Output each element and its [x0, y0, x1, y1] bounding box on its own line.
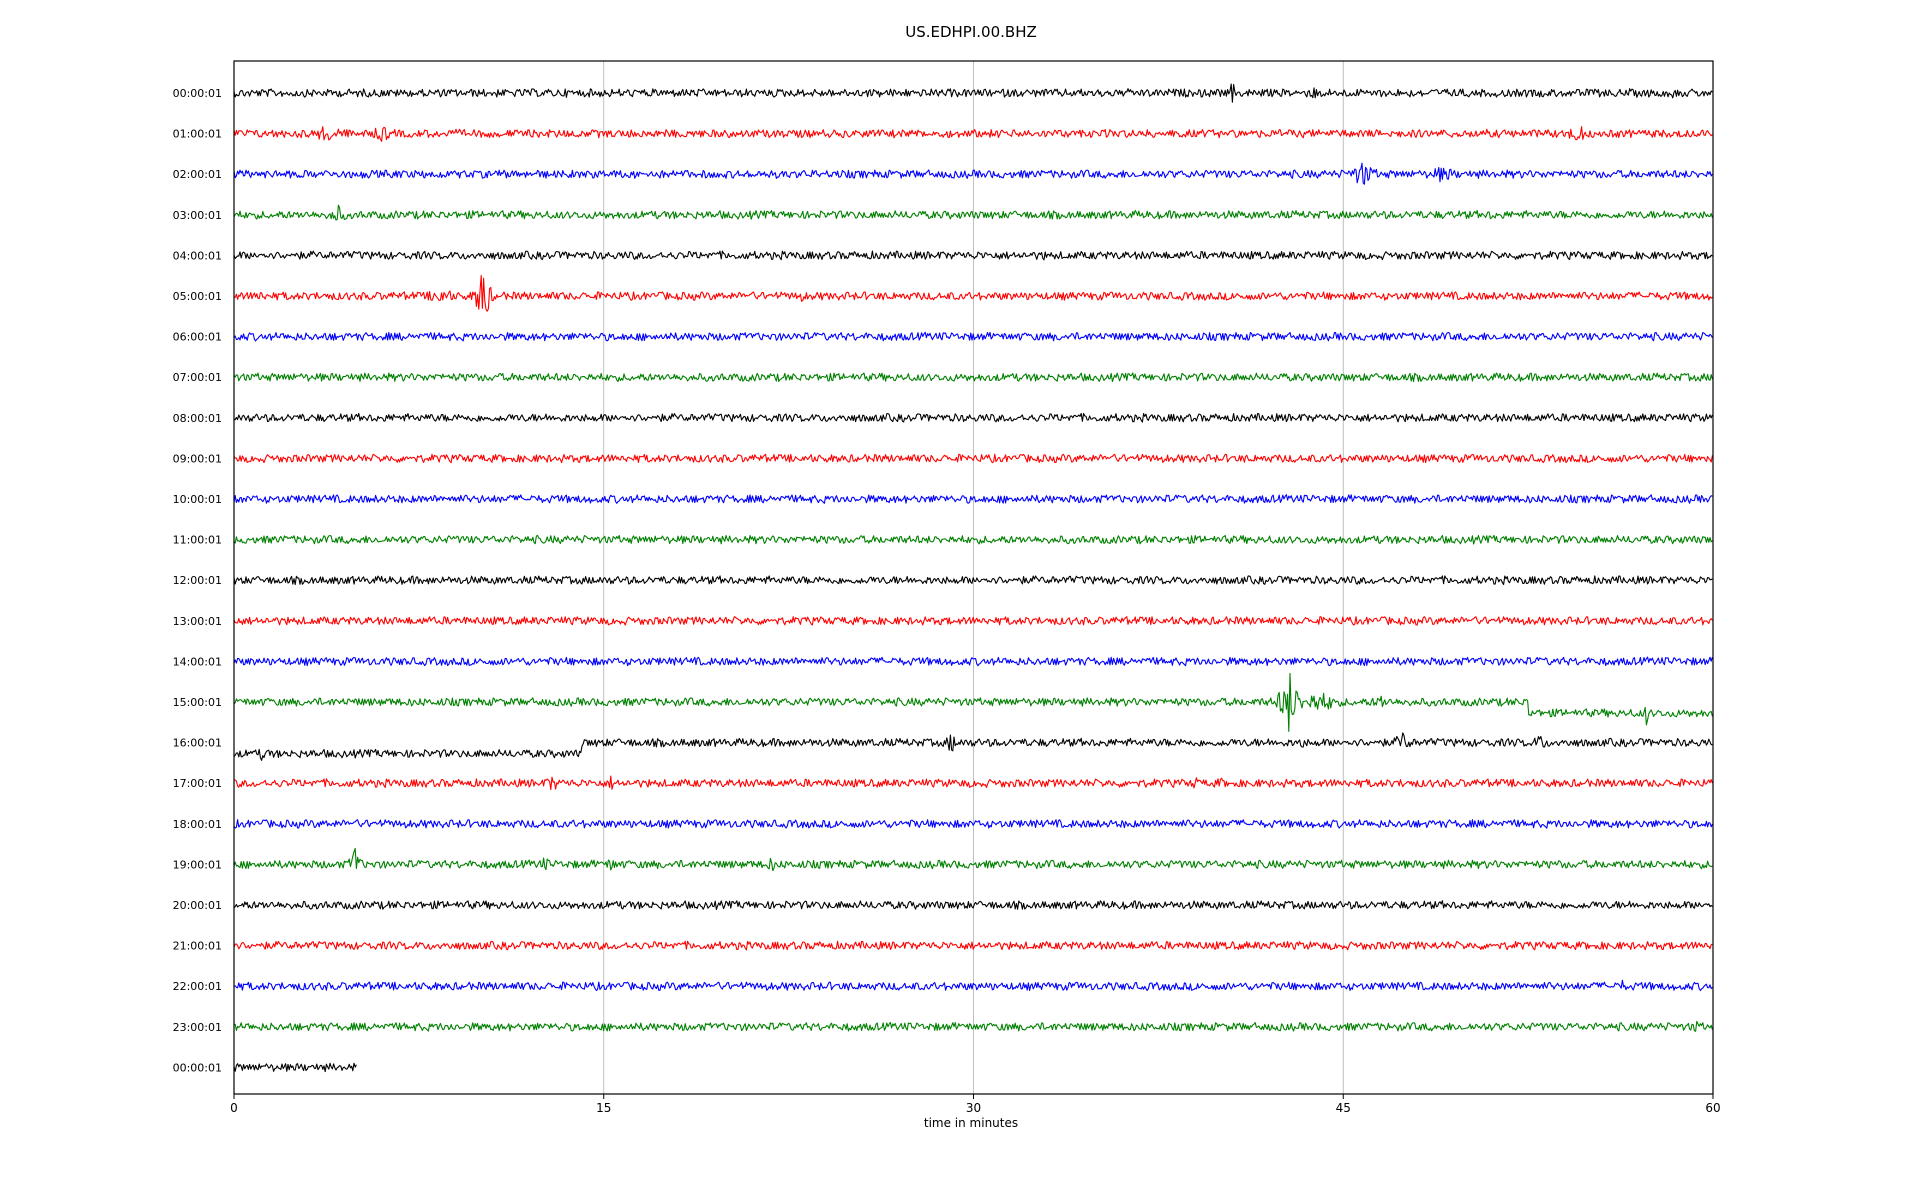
row-label: 22:00:01	[173, 980, 222, 993]
trace-row	[233, 204, 1713, 221]
row-label: 00:00:01	[173, 1061, 222, 1074]
row-label: 21:00:01	[173, 940, 222, 953]
trace-row	[233, 847, 1713, 872]
trace-row	[233, 656, 1713, 667]
row-label: 11:00:01	[173, 534, 222, 547]
trace-row	[233, 250, 1713, 261]
x-tick-label: 15	[596, 1101, 611, 1115]
trace-row	[233, 732, 1713, 761]
trace-row	[233, 900, 1713, 910]
row-label: 10:00:01	[173, 493, 222, 506]
row-label: 12:00:01	[173, 574, 222, 587]
row-label: 15:00:01	[173, 696, 222, 709]
trace-row	[233, 979, 1713, 992]
trace-row	[233, 331, 1713, 342]
x-tick-label: 45	[1336, 1101, 1351, 1115]
x-axis-label: time in minutes	[924, 1116, 1018, 1130]
trace-row	[233, 534, 1713, 545]
row-label: 17:00:01	[173, 777, 222, 790]
trace-row	[233, 775, 1713, 791]
x-axis-ticks: 0 15 30 45 60	[230, 1094, 1721, 1115]
trace-row	[233, 819, 1713, 829]
trace-row	[233, 616, 1713, 626]
trace-row	[233, 274, 1713, 312]
x-tick-label: 60	[1705, 1101, 1720, 1115]
traces	[233, 83, 1713, 1073]
row-label: 09:00:01	[173, 452, 222, 465]
row-label: 01:00:01	[173, 128, 222, 141]
x-tick-label: 30	[966, 1101, 981, 1115]
row-label: 06:00:01	[173, 331, 222, 344]
row-label: 04:00:01	[173, 249, 222, 262]
trace-row	[233, 1020, 1713, 1032]
trace-row	[233, 372, 1713, 383]
row-label: 23:00:01	[173, 1021, 222, 1034]
trace-row	[233, 162, 1713, 185]
row-label: 03:00:01	[173, 209, 222, 222]
trace-row	[233, 1062, 357, 1073]
row-label: 14:00:01	[173, 655, 222, 668]
row-label: 02:00:01	[173, 168, 222, 181]
chart-title: US.EDHPI.00.BHZ	[905, 23, 1037, 41]
trace-row	[233, 453, 1713, 464]
trace-row	[233, 494, 1713, 504]
row-label: 08:00:01	[173, 412, 222, 425]
trace-row	[233, 412, 1713, 423]
row-label: 20:00:01	[173, 899, 222, 912]
row-label: 19:00:01	[173, 858, 222, 871]
trace-row	[233, 575, 1713, 586]
x-tick-label: 0	[230, 1101, 238, 1115]
trace-row	[233, 83, 1713, 103]
trace-row	[233, 940, 1713, 951]
row-label: 05:00:01	[173, 290, 222, 303]
row-label: 16:00:01	[173, 737, 222, 750]
row-label: 18:00:01	[173, 818, 222, 831]
row-labels: 00:00:01 01:00:01 02:00:01 03:00:01 04:00:01…	[173, 87, 222, 1074]
trace-row	[233, 126, 1713, 142]
row-label: 00:00:01	[173, 87, 222, 100]
row-label: 13:00:01	[173, 615, 222, 628]
trace-row	[233, 672, 1713, 732]
row-label: 07:00:01	[173, 371, 222, 384]
